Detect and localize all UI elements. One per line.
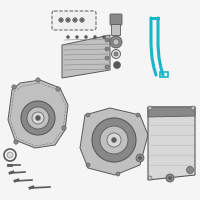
Circle shape	[110, 36, 122, 48]
Circle shape	[86, 163, 90, 167]
FancyBboxPatch shape	[112, 24, 120, 36]
Circle shape	[138, 156, 142, 160]
Circle shape	[148, 106, 152, 110]
Circle shape	[107, 133, 121, 147]
Circle shape	[116, 172, 120, 176]
FancyBboxPatch shape	[52, 11, 96, 30]
Circle shape	[112, 49, 120, 58]
Polygon shape	[148, 107, 195, 180]
Circle shape	[105, 38, 109, 42]
Circle shape	[168, 176, 172, 180]
Circle shape	[32, 112, 44, 124]
Circle shape	[56, 87, 60, 91]
Circle shape	[186, 166, 194, 173]
Circle shape	[148, 176, 152, 180]
Circle shape	[12, 85, 16, 89]
Circle shape	[36, 78, 40, 82]
Circle shape	[60, 19, 62, 21]
Circle shape	[86, 113, 90, 117]
Circle shape	[76, 36, 78, 38]
Circle shape	[105, 65, 109, 69]
Polygon shape	[148, 107, 195, 117]
Circle shape	[66, 18, 70, 22]
Circle shape	[81, 19, 83, 21]
Circle shape	[73, 18, 77, 22]
Circle shape	[114, 52, 118, 56]
Circle shape	[84, 36, 88, 38]
Circle shape	[113, 39, 119, 45]
Circle shape	[166, 174, 174, 182]
Circle shape	[59, 18, 63, 22]
Polygon shape	[62, 35, 110, 78]
Circle shape	[7, 152, 13, 158]
Circle shape	[105, 56, 109, 60]
Circle shape	[112, 138, 116, 142]
Circle shape	[62, 126, 66, 130]
Circle shape	[21, 101, 55, 135]
Circle shape	[74, 19, 76, 21]
Circle shape	[94, 36, 96, 38]
Circle shape	[100, 126, 128, 154]
Circle shape	[136, 113, 140, 117]
Polygon shape	[80, 108, 148, 175]
Circle shape	[67, 19, 69, 21]
Circle shape	[102, 36, 106, 38]
Circle shape	[14, 140, 18, 144]
Circle shape	[114, 62, 120, 68]
Circle shape	[136, 154, 144, 162]
Circle shape	[80, 18, 84, 22]
Circle shape	[105, 47, 109, 51]
Circle shape	[36, 116, 40, 120]
Circle shape	[191, 106, 195, 110]
Circle shape	[66, 36, 70, 38]
Polygon shape	[8, 80, 68, 148]
Bar	[160, 72, 168, 77]
Circle shape	[92, 118, 136, 162]
FancyBboxPatch shape	[110, 14, 122, 25]
Circle shape	[27, 107, 49, 129]
